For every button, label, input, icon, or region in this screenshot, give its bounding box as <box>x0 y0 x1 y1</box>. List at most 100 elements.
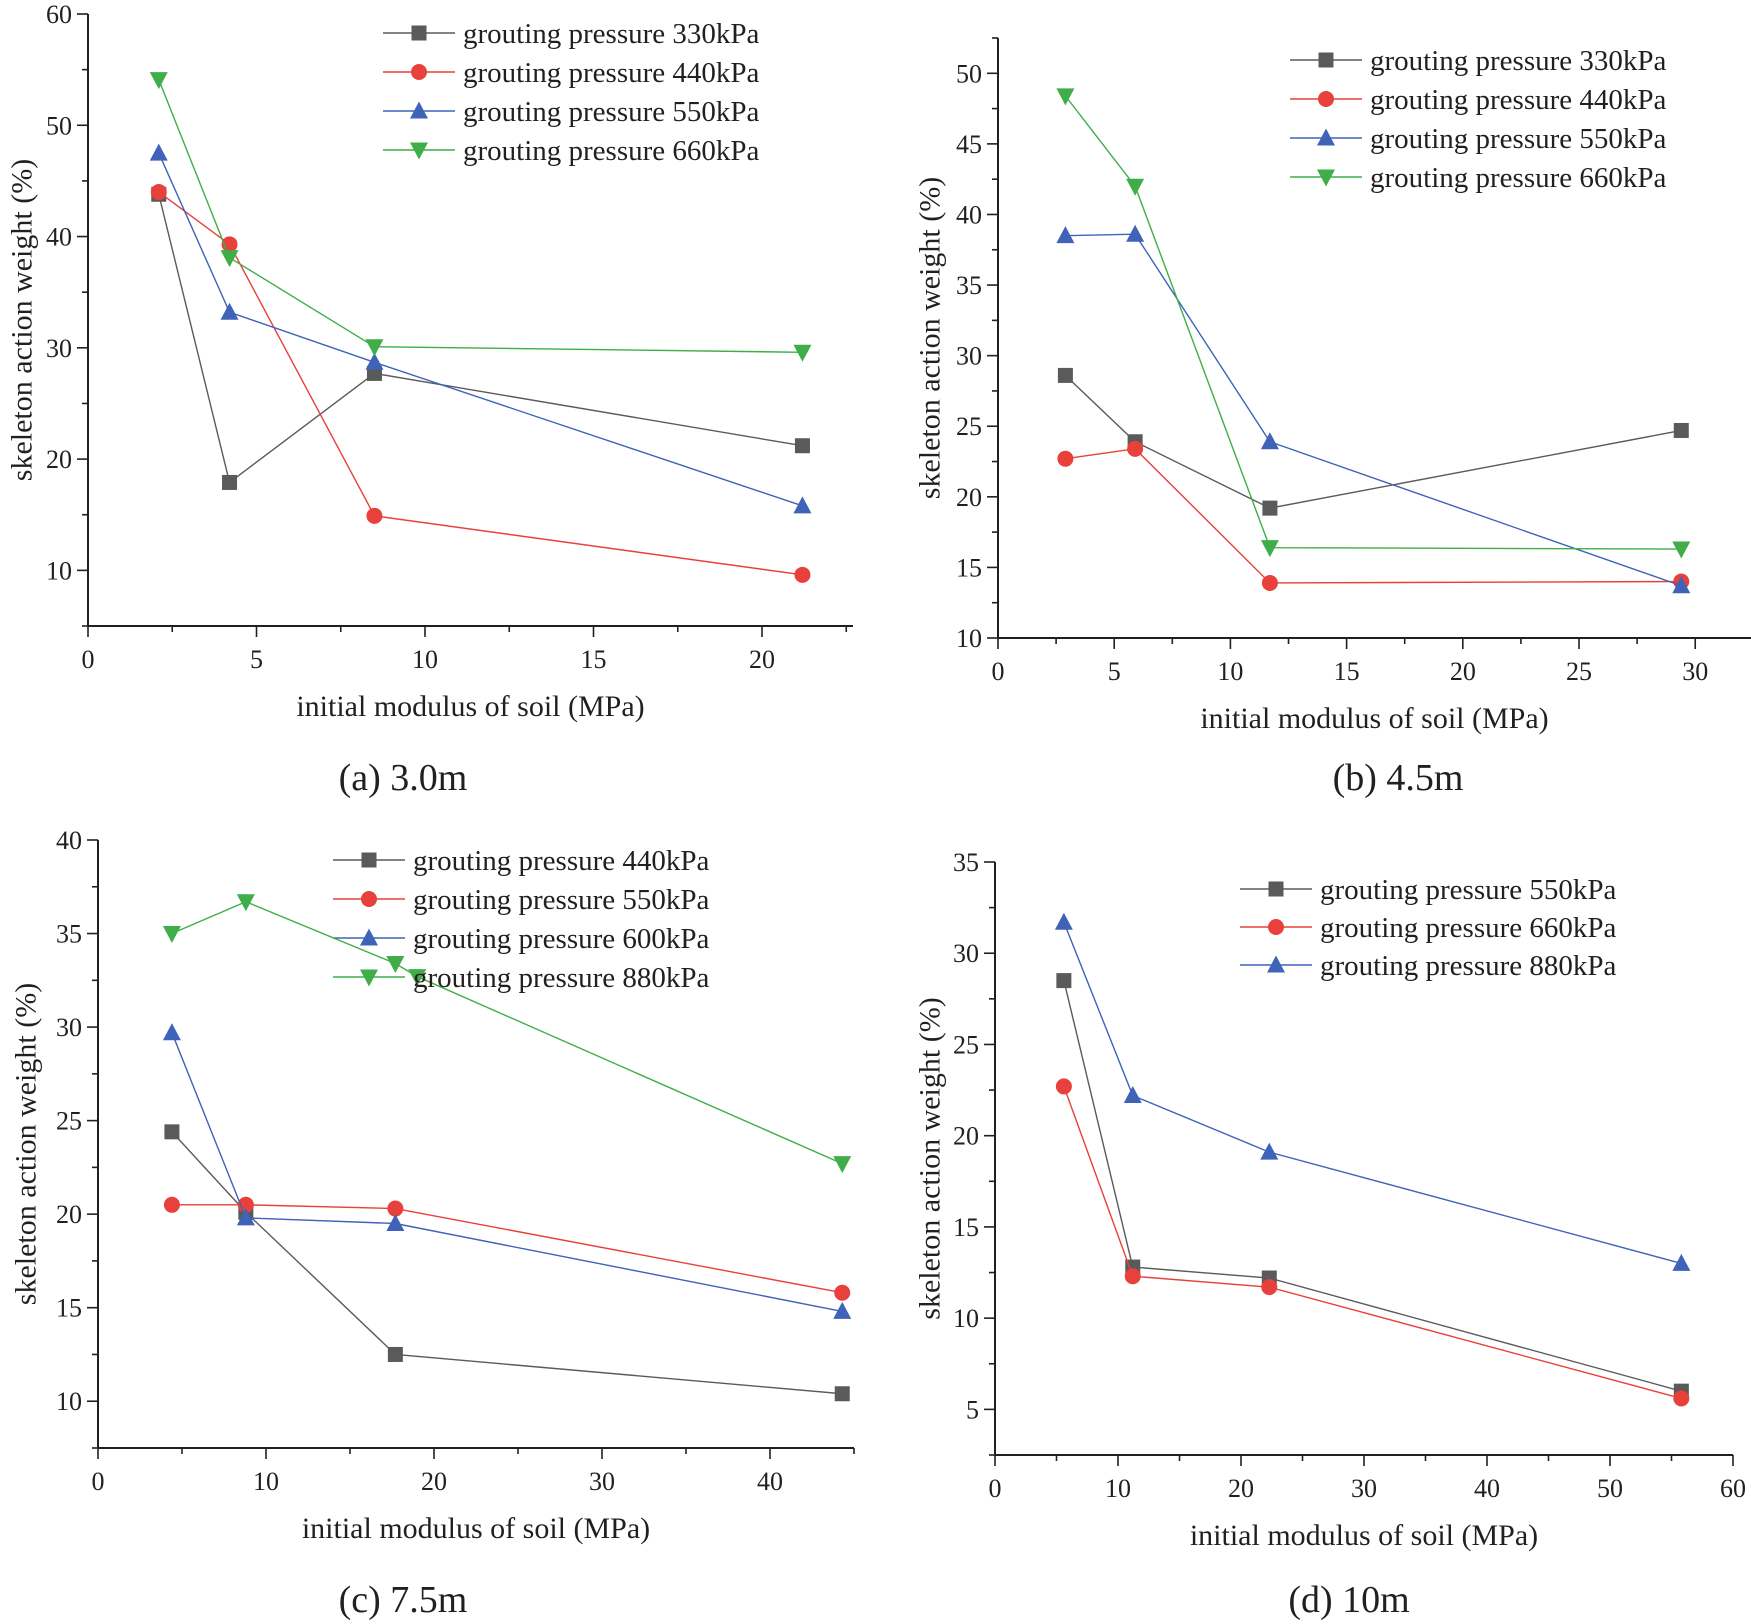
series-line-0 <box>1063 980 1682 1392</box>
y-tick-label: 30 <box>953 939 979 968</box>
y-tick-label: 20 <box>956 483 982 512</box>
chart-panel-0: 10 20 30 40 50 60 0 5 10 15 20 initial modulus of s… <box>6 0 853 799</box>
legend-marker <box>361 852 377 868</box>
data-point <box>1126 178 1145 196</box>
data-point <box>1057 450 1074 467</box>
data-point <box>1672 1253 1691 1271</box>
legend-label: grouting pressure 600kPa <box>413 923 710 955</box>
data-point <box>833 1156 852 1174</box>
series-line-0 <box>1064 374 1682 509</box>
legend-marker <box>361 891 377 907</box>
x-tick-label: 5 <box>250 645 263 674</box>
data-point <box>163 1196 180 1213</box>
data-point <box>236 1208 255 1226</box>
y-tick-label: 20 <box>953 1122 979 1151</box>
legend-label: grouting pressure 550kPa <box>463 96 760 128</box>
x-tick-label: 30 <box>1682 657 1708 686</box>
y-tick-label: 10 <box>956 624 982 653</box>
y-tick-label: 15 <box>953 1213 979 1242</box>
panel-caption: (a) 3.0m <box>339 757 468 799</box>
y-tick-label: 40 <box>956 200 982 229</box>
data-point <box>1126 224 1145 242</box>
legend-marker <box>411 25 427 41</box>
series-line-2 <box>1063 921 1682 1265</box>
legend-label: grouting pressure 660kPa <box>1320 912 1617 944</box>
data-point <box>1672 541 1691 559</box>
data-point <box>220 302 239 320</box>
legend-marker <box>1318 52 1334 68</box>
x-tick-label: 20 <box>1450 657 1476 686</box>
data-point <box>387 1346 403 1362</box>
x-tick-label: 0 <box>92 1467 105 1496</box>
y-tick-label: 40 <box>56 826 82 855</box>
legend-label: grouting pressure 330kPa <box>463 18 760 50</box>
data-point <box>164 1124 180 1140</box>
x-axis-label: initial modulus of soil (MPa) <box>1190 1519 1538 1552</box>
x-tick-label: 0 <box>992 657 1005 686</box>
panel-caption: (b) 4.5m <box>1333 757 1464 799</box>
x-tick-label: 40 <box>1474 1474 1500 1503</box>
data-point <box>386 955 405 973</box>
x-tick-label: 15 <box>581 645 607 674</box>
legend-marker <box>410 142 428 160</box>
series-line-0 <box>171 1131 843 1395</box>
chart-panel-2: 10 15 20 25 30 35 40 0 10 20 30 40 initial modulus o… <box>10 826 855 1621</box>
y-tick-label: 10 <box>46 556 72 585</box>
data-point <box>793 496 812 514</box>
series-line-2 <box>158 152 803 507</box>
y-tick-label: 30 <box>956 342 982 371</box>
y-tick-label: 25 <box>953 1030 979 1059</box>
data-point <box>236 894 255 912</box>
y-axis-label: skeleton action weight (%) <box>6 159 39 481</box>
x-tick-label: 0 <box>82 645 95 674</box>
y-axis-label: skeleton action weight (%) <box>10 983 43 1305</box>
x-tick-label: 20 <box>1228 1474 1254 1503</box>
series-line-1 <box>158 191 803 576</box>
data-point <box>1054 912 1073 930</box>
chart-panel-1: 10 15 20 25 30 35 40 45 50 0 5 10 15 20 25 30 initial mo… <box>914 37 1751 799</box>
legend-label: grouting pressure 440kPa <box>413 845 710 877</box>
data-point <box>366 507 383 524</box>
legend-label: grouting pressure 440kPa <box>1370 84 1667 116</box>
x-axis-label: initial modulus of soil (MPa) <box>302 1512 650 1545</box>
y-axis-label: skeleton action weight (%) <box>914 177 947 499</box>
series-line-2 <box>171 1032 843 1313</box>
y-tick-label: 15 <box>956 553 982 582</box>
y-tick-label: 20 <box>56 1200 82 1229</box>
series-line-1 <box>1063 1086 1682 1400</box>
legend-marker <box>360 928 378 946</box>
x-axis-label: initial modulus of soil (MPa) <box>296 690 644 723</box>
x-tick-label: 10 <box>1217 657 1243 686</box>
y-tick-label: 10 <box>56 1387 82 1416</box>
y-tick-label: 10 <box>953 1304 979 1333</box>
y-tick-label: 30 <box>56 1013 82 1042</box>
x-tick-label: 5 <box>1108 657 1121 686</box>
x-tick-label: 15 <box>1334 657 1360 686</box>
legend-label: grouting pressure 660kPa <box>463 135 760 167</box>
legend-marker <box>360 969 378 987</box>
y-tick-label: 20 <box>46 445 72 474</box>
legend-label: grouting pressure 880kPa <box>1320 950 1617 982</box>
legend-marker <box>1317 169 1335 187</box>
data-point <box>1124 1268 1141 1285</box>
x-tick-label: 10 <box>1105 1474 1131 1503</box>
y-tick-label: 35 <box>56 920 82 949</box>
x-tick-label: 50 <box>1597 1474 1623 1503</box>
x-tick-label: 40 <box>757 1467 783 1496</box>
y-tick-label: 60 <box>46 0 72 29</box>
y-tick-label: 35 <box>956 271 982 300</box>
data-point <box>149 72 168 90</box>
data-point <box>1055 1078 1072 1095</box>
x-tick-label: 25 <box>1566 657 1592 686</box>
y-tick-label: 30 <box>46 334 72 363</box>
data-point <box>1057 367 1073 383</box>
series-line-2 <box>1065 233 1682 587</box>
legend-label: grouting pressure 880kPa <box>413 962 710 994</box>
data-point <box>1673 1390 1690 1407</box>
data-point <box>408 969 427 987</box>
y-tick-label: 25 <box>956 412 982 441</box>
legend-label: grouting pressure 550kPa <box>1320 874 1617 906</box>
data-point <box>1127 440 1144 457</box>
legend-marker <box>1267 955 1285 973</box>
